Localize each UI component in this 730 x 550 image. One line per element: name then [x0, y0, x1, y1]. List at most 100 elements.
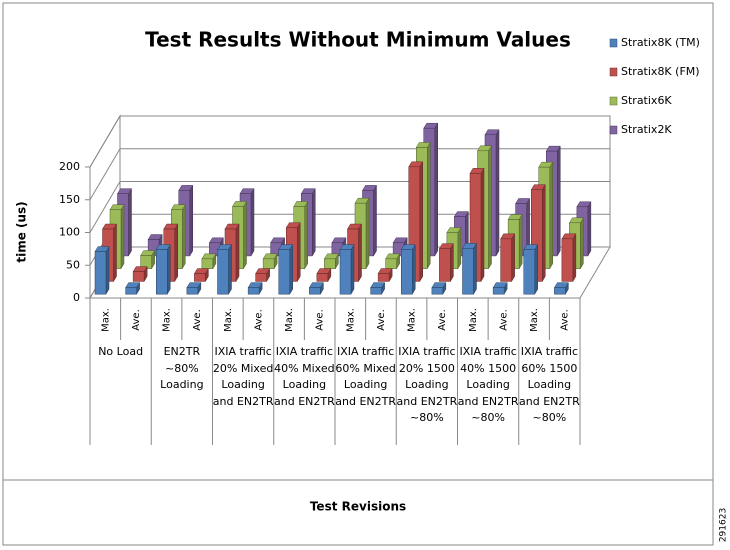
y-tick-label: 200: [59, 160, 80, 173]
bar-front: [194, 273, 206, 282]
bar: [323, 252, 339, 270]
bar-front: [370, 287, 382, 295]
bar: [561, 232, 577, 283]
grid-line: [89, 115, 610, 168]
bar-front: [377, 273, 390, 282]
bar-side: [350, 243, 355, 296]
bar-front: [247, 287, 260, 295]
bar: [201, 252, 217, 270]
bar: [377, 267, 393, 283]
group-label: IXIA traffic 20% 1500 Loading and EN2TR …: [396, 345, 458, 424]
legend-swatch: [609, 125, 618, 135]
bar-side: [128, 187, 132, 257]
bar-side: [113, 223, 117, 283]
x-tick-label: Max.: [162, 308, 173, 332]
bar-side: [572, 232, 577, 283]
bar-front: [523, 249, 535, 295]
group-label: EN2TR ~80% Loading: [160, 345, 204, 391]
y-axis-title: time (us): [15, 201, 29, 262]
bar-front: [278, 249, 290, 295]
legend-label: Stratix8K (FM): [621, 65, 700, 78]
x-tick-label: Ave.: [498, 309, 509, 331]
bar-side: [228, 243, 232, 296]
bar-side: [358, 223, 362, 283]
group-label: No Load: [98, 345, 144, 358]
bar-front: [132, 271, 145, 282]
bar: [255, 267, 271, 283]
bar: [462, 242, 477, 296]
bar-front: [201, 258, 214, 269]
bar-front: [561, 238, 574, 282]
bar: [247, 281, 263, 296]
bar-side: [587, 200, 592, 257]
x-tick-label: Ave.: [437, 309, 448, 331]
bar: [308, 281, 324, 296]
bar-front: [316, 273, 329, 282]
bar-side: [557, 145, 561, 257]
bar-side: [473, 242, 477, 296]
bar-front: [385, 258, 397, 269]
bar-side: [312, 187, 316, 257]
legend-label: Stratix2K: [621, 123, 672, 136]
bar-side: [518, 213, 523, 270]
bar-front: [262, 258, 275, 269]
bar: [339, 243, 355, 296]
legend-swatch: [609, 67, 618, 77]
bar-front: [324, 258, 336, 269]
bar: [316, 267, 332, 283]
bar-side: [289, 243, 293, 296]
x-tick-label: Ave.: [192, 309, 203, 331]
bar-front: [401, 249, 413, 295]
bar-front: [186, 287, 199, 295]
bar: [125, 281, 141, 296]
bar: [530, 183, 546, 283]
bar-front: [439, 248, 451, 282]
x-tick-label: Max.: [407, 308, 418, 332]
bar-front: [255, 273, 267, 282]
bar-front: [500, 238, 512, 282]
bar-front: [492, 287, 505, 295]
bar: [94, 245, 110, 296]
bar-side: [434, 122, 438, 257]
bar: [469, 167, 485, 283]
bar: [523, 243, 539, 296]
group-label: IXIA traffic 40% 1500 Loading and EN2TR …: [457, 345, 519, 424]
x-tick-label: Max.: [468, 308, 479, 332]
legend-label: Stratix8K (TM): [621, 36, 700, 49]
bar-side: [495, 128, 500, 257]
x-tick-label: Max.: [284, 308, 295, 332]
bar-side: [480, 167, 485, 283]
x-tick-label: Max.: [345, 308, 356, 332]
group-label: IXIA traffic 60% 1500 Loading and EN2TR …: [519, 345, 580, 424]
bar-side: [235, 223, 240, 283]
group-label: IXIA traffic 40% Mixed Loading and EN2TR: [274, 345, 335, 408]
bar-side: [542, 183, 546, 283]
bar-side: [450, 242, 454, 283]
bar: [278, 243, 294, 296]
legend-label: Stratix6K: [621, 94, 672, 107]
bar-side: [243, 200, 247, 270]
x-tick-label: Ave.: [315, 309, 326, 331]
bar-side: [182, 203, 186, 270]
bar-side: [304, 200, 308, 270]
x-axis-title: Test Revisions: [310, 500, 406, 514]
x-tick-label: Max.: [223, 308, 234, 332]
y-tick-label: 0: [73, 291, 80, 304]
bar-side: [250, 187, 255, 257]
bar: [370, 281, 386, 296]
bar-side: [365, 197, 370, 270]
bar: [140, 249, 156, 270]
bar: [193, 267, 209, 283]
bar: [385, 252, 401, 270]
group-label: IXIA traffic 20% Mixed Loading and EN2TR: [212, 345, 274, 408]
bar: [400, 243, 416, 296]
bar: [492, 281, 508, 296]
bar-side: [412, 243, 416, 296]
bar: [262, 252, 278, 270]
bar-side: [549, 161, 553, 270]
bar-side: [373, 184, 377, 257]
bar-side: [488, 144, 492, 270]
bar-front: [431, 287, 444, 295]
y-tick-label: 50: [66, 258, 80, 271]
